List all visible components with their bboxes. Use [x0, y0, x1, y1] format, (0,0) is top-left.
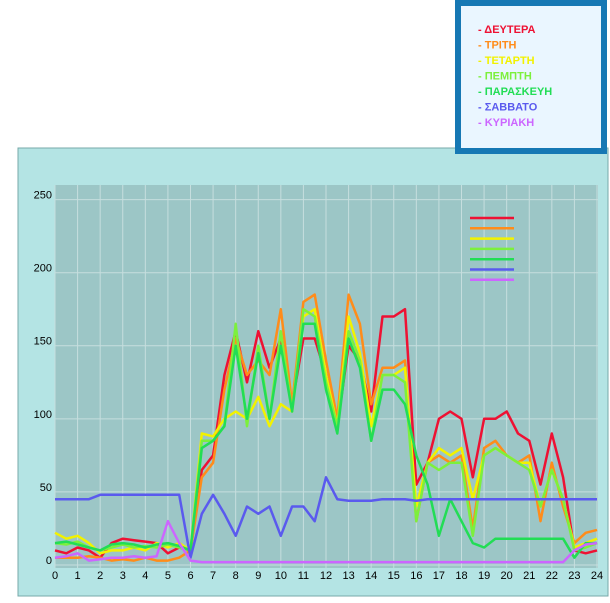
- y-tick-label: 100: [34, 409, 52, 421]
- y-tick-label: 0: [46, 555, 52, 567]
- x-tick-label: 13: [342, 570, 354, 582]
- x-tick-label: 19: [478, 570, 490, 582]
- x-tick-label: 24: [591, 570, 603, 582]
- x-tick-label: 23: [568, 570, 580, 582]
- legend: - ΔΕΥΤΕΡΑ - ΤΡΙΤΗ - ΤΕΤΑΡΤΗ - ΠΕΜΠΤΗ - ΠΑΡΑΣ…: [455, 0, 607, 154]
- legend-label: - ΤΕΤΑΡΤΗ: [478, 55, 535, 67]
- x-tick-label: 6: [187, 570, 193, 582]
- x-tick-label: 5: [165, 570, 171, 582]
- x-tick-label: 14: [365, 570, 377, 582]
- legend-box: [455, 0, 607, 154]
- x-tick-label: 2: [97, 570, 103, 582]
- x-tick-label: 4: [142, 570, 148, 582]
- x-tick-label: 10: [275, 570, 287, 582]
- x-tick-label: 18: [455, 570, 467, 582]
- x-tick-label: 11: [298, 570, 309, 582]
- series-line: [55, 476, 597, 559]
- x-tick-label: 21: [523, 570, 535, 582]
- y-tick-label: 150: [34, 336, 52, 348]
- y-tick-label: 50: [40, 482, 52, 494]
- x-tick-label: 3: [120, 570, 126, 582]
- y-tick-label: 250: [34, 190, 52, 202]
- legend-label: - ΠΕΜΠΤΗ: [478, 70, 532, 82]
- x-tick-label: 22: [546, 570, 558, 582]
- legend-label: - ΣΑΒΒΑΤΟ: [478, 101, 538, 113]
- legend-label: - ΠΑΡΑΣΚΕΥΗ: [478, 86, 552, 98]
- series-line: [54, 322, 597, 559]
- y-tick-label: 200: [34, 263, 52, 275]
- x-tick-label: 20: [501, 570, 513, 582]
- x-tick-label: 16: [410, 570, 422, 582]
- x-tick-label: 15: [388, 570, 400, 582]
- x-tick-label: 1: [75, 570, 81, 582]
- x-tick-label: 17: [433, 570, 445, 582]
- x-tick-label: 12: [320, 570, 332, 582]
- x-tick-label: 8: [233, 570, 239, 582]
- series-line: [54, 519, 598, 564]
- legend-label: - ΚΥΡΙΑΚΗ: [478, 117, 534, 129]
- x-tick-label: 0: [52, 570, 58, 582]
- x-tick-label: 9: [255, 570, 261, 582]
- legend-label: - ΔΕΥΤΕΡΑ: [478, 24, 535, 36]
- x-tick-label: 7: [210, 570, 216, 582]
- legend-label: - ΤΡΙΤΗ: [478, 39, 517, 51]
